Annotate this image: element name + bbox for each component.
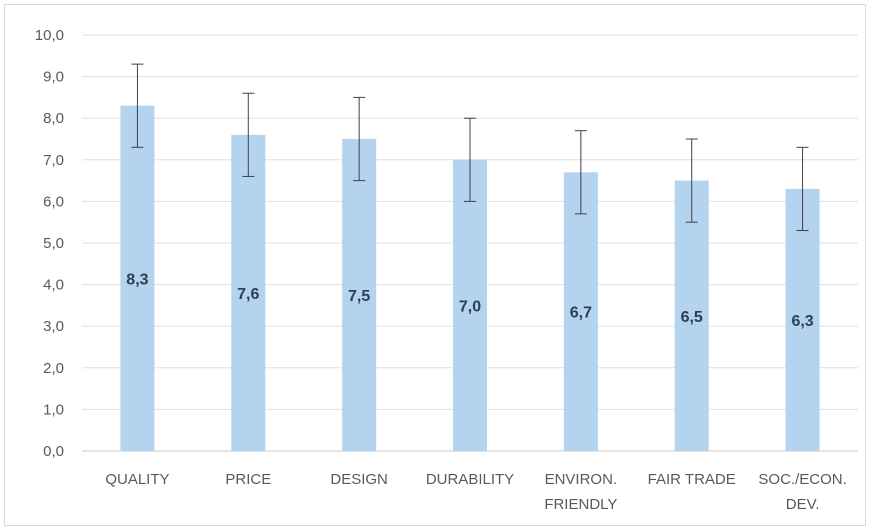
y-tick-label: 2,0 [43,360,64,377]
y-tick-label: 6,0 [43,193,64,210]
x-tick-label-line: FAIR TRADE [648,471,736,488]
bar [453,159,487,452]
y-tick-label: 8,0 [43,110,64,127]
data-label: 6,7 [570,305,592,322]
bar [563,172,598,451]
x-tick-label: ENVIRON. FRIENDLY [544,471,617,513]
x-tick-label: FAIR TRADE [648,471,736,488]
x-tick-label: SOC./ECON. DEV. [758,471,846,513]
data-label: 7,5 [348,288,370,305]
y-tick-label: 1,0 [43,401,64,418]
y-tick-label: 7,0 [43,152,64,169]
x-tick-label: PRICE [225,471,271,488]
bar [231,134,266,451]
y-tick-label: 4,0 [43,277,64,294]
y-tick-label: 3,0 [43,318,64,335]
x-tick-label-line: SOC./ECON. [758,471,846,488]
data-label: 6,5 [681,309,703,326]
x-tick-label-line: ENVIRON. [545,471,618,488]
y-tick-label: 5,0 [43,235,64,252]
bar [674,180,709,451]
y-tick-label: 0,0 [43,443,64,460]
x-tick-label-line: DURABILITY [426,471,514,488]
x-tick-label-line: PRICE [225,471,271,488]
bar [785,188,820,452]
x-tick-label-line: DESIGN [330,471,388,488]
x-tick-label: DURABILITY [426,471,514,488]
data-label: 8,3 [126,271,148,288]
x-tick-label-line: FRIENDLY [544,496,617,513]
x-tick-label: QUALITY [105,471,169,488]
bar [120,105,155,451]
x-tick-label-line: QUALITY [105,471,169,488]
bar [342,139,377,451]
y-tick-label: 9,0 [43,69,64,86]
data-label: 6,3 [791,313,813,330]
y-tick-label: 10,0 [35,27,64,44]
x-tick-label: DESIGN [330,471,388,488]
x-tick-label-line: DEV. [786,496,820,513]
data-label: 7,0 [459,298,481,315]
data-label: 7,6 [237,286,259,303]
